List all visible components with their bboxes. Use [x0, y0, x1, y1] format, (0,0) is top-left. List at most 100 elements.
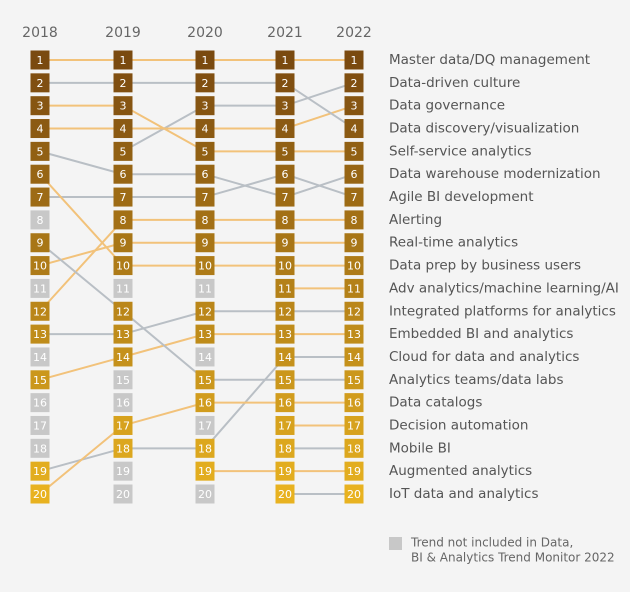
rank-box — [113, 73, 133, 93]
excluded-box — [195, 278, 215, 298]
rank-label: 18 — [116, 442, 130, 455]
rank-box — [30, 301, 50, 321]
rank-label: 2 — [202, 77, 209, 90]
rank-box — [113, 187, 133, 207]
trend-name: Mobile BI — [389, 440, 451, 456]
rank-label: 17 — [347, 419, 361, 432]
rank-label: 9 — [282, 237, 289, 250]
rank-box — [195, 438, 215, 458]
excluded-box — [113, 393, 133, 413]
excluded-rank: 11 — [33, 282, 47, 295]
rank-label: 3 — [202, 100, 209, 113]
rank-box — [195, 233, 215, 253]
rank-box — [275, 96, 295, 116]
trend-name: Data discovery/visualization — [389, 121, 579, 137]
rank-label: 15 — [347, 374, 361, 387]
trend-name: Data governance — [389, 98, 505, 114]
rank-box — [344, 141, 364, 161]
rank-box — [275, 73, 295, 93]
rank-box — [275, 164, 295, 184]
rank-label: 12 — [347, 305, 361, 318]
trend-name: Real-time analytics — [389, 235, 518, 251]
rank-box — [30, 256, 50, 276]
rank-label: 11 — [278, 282, 292, 295]
rank-label: 16 — [278, 397, 292, 410]
rank-box — [344, 347, 364, 367]
rank-label: 1 — [37, 54, 44, 67]
rank-box — [275, 370, 295, 390]
rank-box — [275, 393, 295, 413]
rank-label: 17 — [116, 419, 130, 432]
rank-label: 19 — [278, 465, 292, 478]
rank-box — [275, 233, 295, 253]
rank-label: 7 — [202, 191, 209, 204]
rank-label: 19 — [33, 465, 47, 478]
rank-box — [344, 164, 364, 184]
rank-box — [113, 233, 133, 253]
year-label: 2020 — [187, 25, 223, 41]
rank-box — [275, 141, 295, 161]
rank-box — [195, 370, 215, 390]
rank-label: 5 — [120, 145, 127, 158]
rank-label: 12 — [198, 305, 212, 318]
rank-box — [195, 393, 215, 413]
rank-label: 20 — [33, 488, 47, 501]
excluded-box — [30, 278, 50, 298]
rank-box — [30, 324, 50, 344]
rank-label: 6 — [37, 168, 44, 181]
excluded-box — [195, 415, 215, 435]
trend-name: Adv analytics/machine learning/AI — [389, 280, 619, 296]
rank-box — [195, 187, 215, 207]
rank-label: 12 — [33, 305, 47, 318]
rank-label: 5 — [202, 145, 209, 158]
rank-label: 13 — [198, 328, 212, 341]
rank-label: 6 — [120, 168, 127, 181]
rank-box — [275, 324, 295, 344]
rank-label: 15 — [278, 374, 292, 387]
excluded-rank: 11 — [116, 282, 130, 295]
rank-box — [344, 233, 364, 253]
rank-box — [275, 415, 295, 435]
rank-label: 10 — [347, 260, 361, 273]
trend-name: Agile BI development — [389, 189, 534, 205]
rank-label: 3 — [120, 100, 127, 113]
rank-box — [275, 119, 295, 139]
rank-label: 14 — [278, 351, 292, 364]
rank-box — [113, 347, 133, 367]
rank-box — [344, 415, 364, 435]
rank-box — [30, 233, 50, 253]
rank-box — [195, 164, 215, 184]
rank-box — [344, 187, 364, 207]
rank-label: 13 — [33, 328, 47, 341]
rank-label: 9 — [120, 237, 127, 250]
trend-name: Self-service analytics — [389, 143, 532, 159]
rank-label: 1 — [202, 54, 209, 67]
rank-box — [113, 324, 133, 344]
rank-label: 1 — [120, 54, 127, 67]
rank-label: 3 — [37, 100, 44, 113]
rank-label: 7 — [351, 191, 358, 204]
rank-label: 16 — [198, 397, 212, 410]
rank-label: 19 — [198, 465, 212, 478]
rank-box — [344, 301, 364, 321]
rank-label: 9 — [351, 237, 358, 250]
rank-label: 16 — [347, 397, 361, 410]
rank-box — [344, 96, 364, 116]
rank-label: 9 — [202, 237, 209, 250]
excluded-rank: 18 — [33, 442, 47, 455]
excluded-rank: 20 — [116, 488, 130, 501]
rank-label: 13 — [116, 328, 130, 341]
rank-box — [30, 96, 50, 116]
excluded-rank: 14 — [198, 351, 212, 364]
trend-name: Data-driven culture — [389, 75, 520, 91]
year-label: 2021 — [267, 25, 303, 41]
rank-box — [195, 119, 215, 139]
rank-box — [30, 164, 50, 184]
rank-box — [344, 484, 364, 504]
rank-box — [30, 50, 50, 70]
rank-label: 10 — [33, 260, 47, 273]
rank-label: 13 — [278, 328, 292, 341]
rank-label: 4 — [120, 123, 127, 136]
rank-label: 18 — [198, 442, 212, 455]
rank-box — [30, 73, 50, 93]
